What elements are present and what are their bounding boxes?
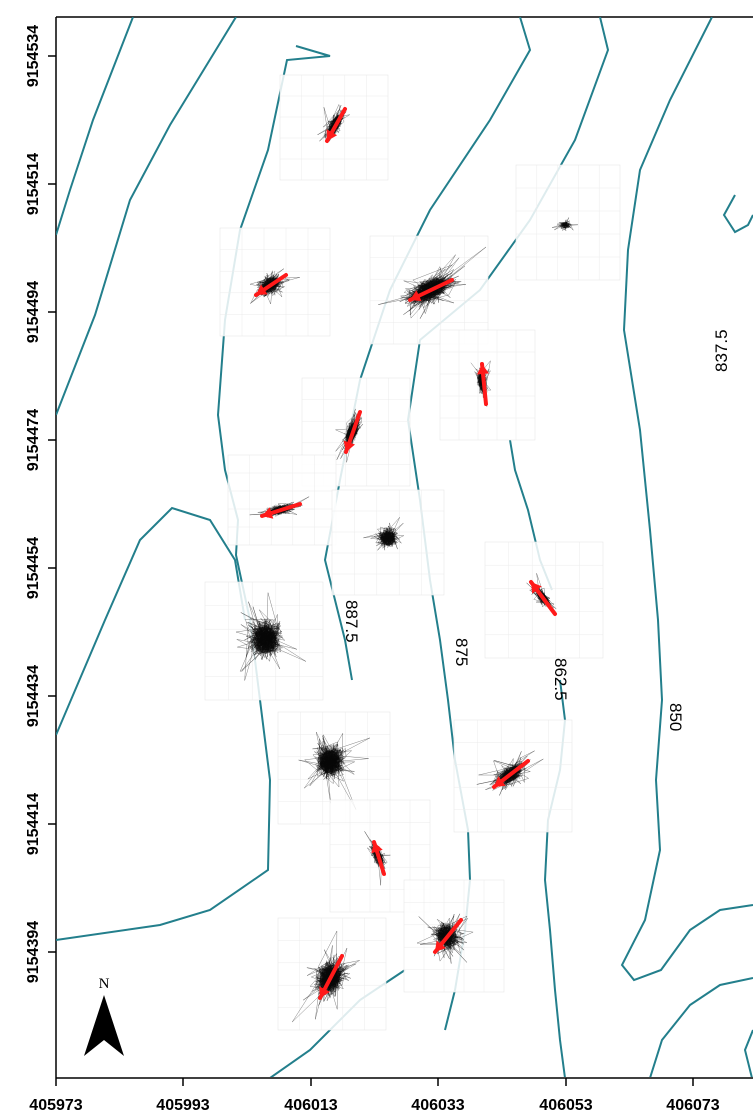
- direction-arrow-head-icon: [531, 582, 542, 594]
- contour-line: [56, 17, 237, 416]
- trace-panel: [515, 164, 621, 281]
- movement-trace-icon: [227, 454, 337, 546]
- contour-line: [649, 977, 753, 1077]
- contour-line: [56, 17, 134, 236]
- movement-trace-icon: [439, 329, 536, 441]
- trace-panel: [439, 329, 536, 441]
- north-label: N: [99, 976, 110, 992]
- y-axis: 9154534 9154514 9154494 9154474 9154454 …: [25, 25, 56, 983]
- movement-traces: [204, 74, 621, 1031]
- x-tick-label: 405973: [29, 1097, 82, 1114]
- x-tick-label: 406053: [539, 1097, 592, 1114]
- contour-label-837-5: 837.5: [712, 329, 731, 372]
- y-tick-label: 9154414: [25, 793, 42, 855]
- direction-arrow-head-icon: [410, 290, 422, 302]
- trace-panel: [227, 454, 337, 546]
- contour-label-850: 850: [666, 703, 685, 731]
- trace-core: [320, 750, 340, 774]
- movement-trace-icon: [515, 164, 621, 281]
- movement-trace-icon: [277, 917, 387, 1031]
- contour-label-875: 875: [452, 638, 471, 666]
- y-tick-label: 9154454: [25, 537, 42, 599]
- movement-trace-icon: [453, 719, 573, 833]
- direction-arrow-head-icon: [256, 284, 268, 295]
- trace-core: [380, 530, 396, 546]
- contour-line: [620, 17, 753, 982]
- contour-label-862-5: 862.5: [551, 658, 570, 701]
- movement-trace-icon: [484, 541, 604, 659]
- trace-core: [253, 626, 277, 654]
- y-tick-label: 9154494: [25, 281, 42, 343]
- x-axis: 405973 405993 406013 406033 406053 40607…: [29, 1078, 720, 1114]
- y-tick-label: 9154534: [25, 25, 42, 87]
- direction-arrow-head-icon: [371, 842, 383, 854]
- movement-trace-icon: [279, 74, 389, 181]
- y-tick-label: 9154394: [25, 921, 42, 983]
- y-tick-label: 9154434: [25, 665, 42, 727]
- x-tick-label: 406013: [284, 1097, 337, 1114]
- x-tick-label: 406033: [411, 1097, 464, 1114]
- trace-core: [560, 221, 570, 229]
- movement-trace-icon: [204, 581, 324, 701]
- north-arrow-icon: [84, 995, 124, 1056]
- contour-line: [743, 1029, 753, 1077]
- north-arrow: N: [84, 976, 124, 1056]
- direction-arrow-head-icon: [494, 776, 506, 787]
- direction-arrow-head-icon: [435, 940, 446, 952]
- x-tick-label: 406073: [666, 1097, 719, 1114]
- movement-trace-icon: [369, 235, 489, 345]
- contour-line: [722, 194, 753, 234]
- contour-labels: 837.5 850 862.5 875 887.5: [342, 329, 731, 731]
- direction-arrow-head-icon: [343, 440, 355, 452]
- direction-arrow-head-icon: [262, 507, 274, 519]
- y-tick-label: 9154474: [25, 409, 42, 471]
- direction-arrow-head-icon: [477, 364, 489, 375]
- movement-trace-icon: [403, 879, 505, 993]
- contour-line: [56, 506, 246, 736]
- direction-arrow-head-icon: [326, 129, 338, 141]
- movement-trace-icon: [219, 227, 331, 337]
- map-frame: [55, 16, 753, 1079]
- x-tick-label: 405993: [156, 1097, 209, 1114]
- direction-arrow-head-icon: [319, 986, 330, 998]
- movement-trace-icon: [331, 489, 445, 596]
- y-tick-label: 9154514: [25, 153, 42, 215]
- contour-label-887-5: 887.5: [342, 600, 361, 643]
